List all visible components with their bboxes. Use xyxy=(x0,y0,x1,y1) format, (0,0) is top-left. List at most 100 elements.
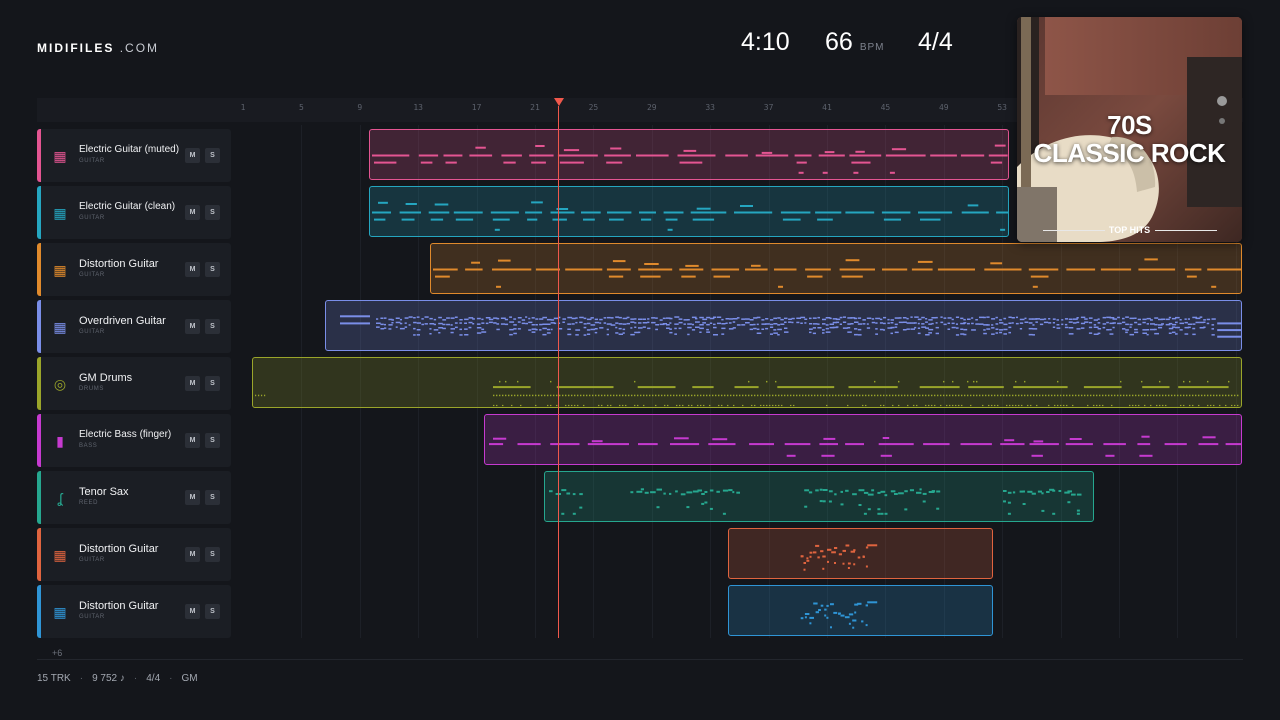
playhead-line[interactable] xyxy=(558,106,559,638)
solo-button[interactable]: S xyxy=(205,376,220,391)
mute-button[interactable]: M xyxy=(185,319,200,334)
app-logo[interactable]: MIDIFILES .COM xyxy=(37,41,160,55)
midi-note xyxy=(1182,404,1185,407)
midi-note xyxy=(791,317,795,320)
midi-note xyxy=(890,490,896,493)
midi-note xyxy=(777,394,780,397)
solo-button[interactable]: S xyxy=(205,262,220,277)
track-name[interactable]: Electric Guitar (muted) xyxy=(79,144,180,155)
midi-note xyxy=(598,327,604,329)
midi-note xyxy=(665,324,670,326)
track-header[interactable]: ◎ GM Drums DRUMS M S xyxy=(37,357,231,410)
album-cover[interactable]: 70S CLASSIC ROCK TOP HITS xyxy=(1017,17,1242,242)
midi-clip[interactable] xyxy=(727,585,994,636)
solo-button[interactable]: S xyxy=(205,319,220,334)
midi-note xyxy=(421,323,424,326)
midi-note xyxy=(666,394,669,397)
midi-note xyxy=(845,259,860,262)
track-header[interactable]: ▦ Distortion Guitar GUITAR M S xyxy=(37,243,231,296)
midi-note xyxy=(909,489,914,492)
mute-button[interactable]: M xyxy=(185,205,200,220)
midi-note xyxy=(691,316,697,319)
midi-note xyxy=(594,394,597,397)
midi-note xyxy=(951,318,954,321)
mute-button[interactable]: M xyxy=(185,490,200,505)
track-header[interactable]: ▦ Electric Guitar (clean) GUITAR M S xyxy=(37,186,231,239)
midi-note xyxy=(1076,493,1082,496)
midi-note xyxy=(842,321,846,323)
track-name[interactable]: Electric Guitar (clean) xyxy=(79,201,176,212)
midi-note xyxy=(1031,492,1036,495)
track-header[interactable]: ▦ Overdriven Guitar GUITAR M S xyxy=(37,300,231,353)
midi-clip[interactable] xyxy=(368,129,1010,180)
cover-artwork xyxy=(1017,17,1242,242)
midi-note xyxy=(1112,326,1115,329)
track-name[interactable]: GM Drums xyxy=(79,372,133,384)
solo-button[interactable]: S xyxy=(205,433,220,448)
midi-note xyxy=(412,317,416,319)
track-header[interactable]: ▦ Electric Guitar (muted) GUITAR M S xyxy=(37,129,231,182)
track-name[interactable]: Distortion Guitar xyxy=(79,543,159,555)
track-name[interactable]: Tenor Sax xyxy=(79,486,129,498)
solo-button[interactable]: S xyxy=(205,148,220,163)
mute-button[interactable]: M xyxy=(185,547,200,562)
midi-clip[interactable] xyxy=(368,186,1010,237)
midi-note xyxy=(1067,490,1072,493)
midi-note xyxy=(871,318,874,320)
midi-note xyxy=(507,394,510,397)
midi-note xyxy=(395,326,398,328)
midi-clip[interactable] xyxy=(727,528,994,579)
mute-button[interactable]: M xyxy=(185,604,200,619)
arrangement-grid[interactable] xyxy=(237,125,1243,638)
mute-button[interactable]: M xyxy=(185,433,200,448)
track-header[interactable]: ▦ Distortion Guitar GUITAR M S xyxy=(37,528,231,581)
midi-note xyxy=(789,404,792,407)
more-tracks-indicator[interactable]: +6 xyxy=(52,648,63,658)
solo-button[interactable]: S xyxy=(205,547,220,562)
midi-note xyxy=(890,332,893,335)
midi-note xyxy=(546,318,552,321)
track-header[interactable]: ʆ Tenor Sax REED M S xyxy=(37,471,231,524)
midi-note xyxy=(739,205,753,207)
midi-note xyxy=(678,404,681,407)
track-name[interactable]: Electric Bass (finger) xyxy=(79,429,172,440)
midi-clip[interactable] xyxy=(543,471,1095,522)
mute-button[interactable]: M xyxy=(185,148,200,163)
midi-note xyxy=(476,327,482,329)
midi-note xyxy=(693,394,696,397)
midi-note xyxy=(890,319,894,321)
midi-note xyxy=(959,328,964,330)
solo-button[interactable]: S xyxy=(205,604,220,619)
solo-button[interactable]: S xyxy=(205,490,220,505)
midi-note xyxy=(819,394,822,397)
midi-note xyxy=(1146,394,1149,397)
midi-clip[interactable] xyxy=(483,414,1242,465)
midi-note xyxy=(924,404,927,407)
midi-note xyxy=(1012,386,1068,389)
midi-note xyxy=(844,616,850,619)
mute-button[interactable]: M xyxy=(185,262,200,277)
track-name[interactable]: Distortion Guitar xyxy=(79,600,159,612)
track-name[interactable]: Overdriven Guitar xyxy=(79,315,166,327)
grid-line xyxy=(418,125,420,638)
midi-note xyxy=(421,318,424,320)
solo-button[interactable]: S xyxy=(205,205,220,220)
midi-note xyxy=(904,490,908,493)
midi-note xyxy=(555,394,558,397)
mute-button[interactable]: M xyxy=(185,376,200,391)
grid-line xyxy=(1177,125,1179,638)
playhead-marker[interactable] xyxy=(554,98,564,106)
track-name[interactable]: Distortion Guitar xyxy=(79,258,159,270)
midi-note xyxy=(825,327,829,330)
midi-note xyxy=(519,404,522,407)
midi-note xyxy=(1098,404,1101,407)
midi-note xyxy=(549,380,552,383)
midi-note xyxy=(913,326,916,329)
midi-clip[interactable] xyxy=(429,243,1242,294)
track-color-bar xyxy=(37,186,41,239)
track-header[interactable]: ▮ Electric Bass (finger) BASS M S xyxy=(37,414,231,467)
midi-clip[interactable] xyxy=(324,300,1242,351)
midi-note xyxy=(690,211,726,214)
midi-clip[interactable] xyxy=(251,357,1242,408)
track-header[interactable]: ▦ Distortion Guitar GUITAR M S xyxy=(37,585,231,638)
